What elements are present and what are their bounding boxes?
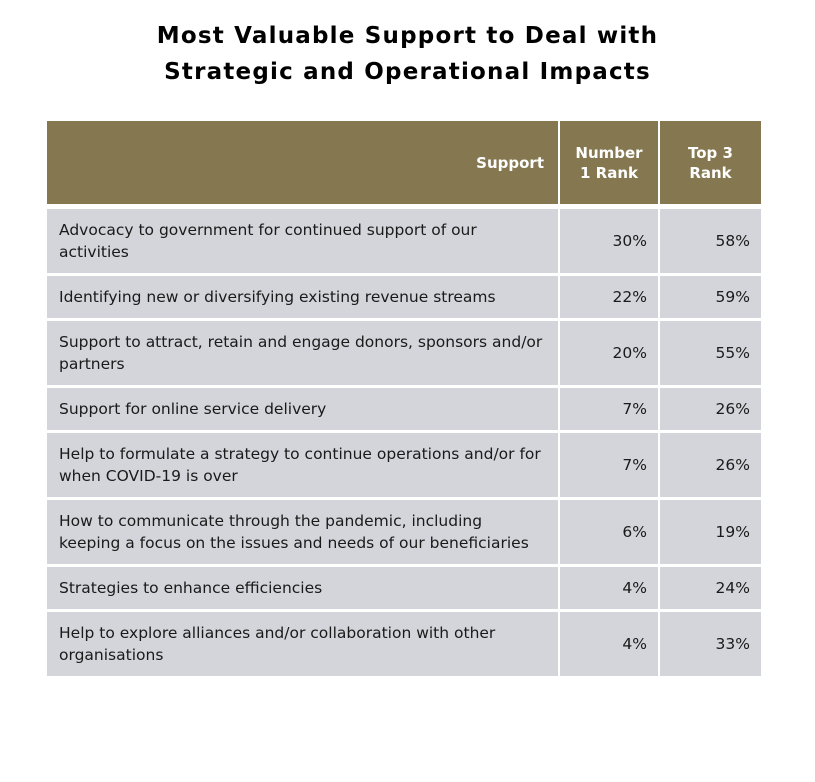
top-3-rank-cell: 59% (659, 274, 761, 321)
support-cell: Support for online service delivery (47, 386, 560, 433)
number-1-rank-cell: 30% (559, 206, 660, 276)
support-cell: Help to explore alliances and/or collabo… (47, 610, 560, 679)
support-cell: Support to attract, retain and engage do… (47, 319, 560, 388)
support-cell: Identifying new or diversifying existing… (47, 274, 560, 321)
support-cell: Strategies to enhance efficiencies (47, 565, 560, 612)
support-cell: Help to formulate a strategy to continue… (47, 431, 560, 500)
number-1-rank-cell: 22% (559, 274, 660, 321)
number-1-rank-cell: 6% (559, 498, 660, 567)
number-1-rank-cell: 7% (559, 386, 660, 433)
header-row: Support Number 1 Rank Top 3 Rank (47, 121, 761, 209)
support-cell: How to communicate through the pandemic,… (47, 498, 560, 567)
top-3-rank-cell: 58% (659, 206, 761, 276)
table-row: Identifying new or diversifying existing… (47, 274, 761, 321)
number-1-rank-cell: 7% (559, 431, 660, 500)
top-3-rank-cell: 33% (659, 610, 761, 679)
table-row: Advocacy to government for continued sup… (47, 206, 761, 276)
table-row: Help to formulate a strategy to continue… (47, 431, 761, 500)
header-support: Support (47, 121, 560, 209)
header-top-3-rank: Top 3 Rank (659, 121, 761, 209)
header-number-1-rank: Number 1 Rank (559, 121, 660, 209)
top-3-rank-cell: 26% (659, 386, 761, 433)
chart-title-line-2: Strategic and Operational Impacts (164, 59, 651, 85)
number-1-rank-cell: 4% (559, 565, 660, 612)
top-3-rank-cell: 55% (659, 319, 761, 388)
table-row: Strategies to enhance efficiencies 4% 24… (47, 565, 761, 612)
top-3-rank-cell: 24% (659, 565, 761, 612)
table-row: Support for online service delivery 7% 2… (47, 386, 761, 433)
support-cell: Advocacy to government for continued sup… (47, 206, 560, 276)
chart-title-line-1: Most Valuable Support to Deal with (156, 23, 659, 49)
number-1-rank-cell: 20% (559, 319, 660, 388)
support-table: Support Number 1 Rank Top 3 Rank Advocac… (47, 121, 761, 679)
chart-title: Most Valuable Support to Deal with Strat… (0, 18, 815, 90)
top-3-rank-cell: 19% (659, 498, 761, 567)
table-row: Help to explore alliances and/or collabo… (47, 610, 761, 679)
top-3-rank-cell: 26% (659, 431, 761, 500)
table-row: How to communicate through the pandemic,… (47, 498, 761, 567)
table-row: Support to attract, retain and engage do… (47, 319, 761, 388)
number-1-rank-cell: 4% (559, 610, 660, 679)
